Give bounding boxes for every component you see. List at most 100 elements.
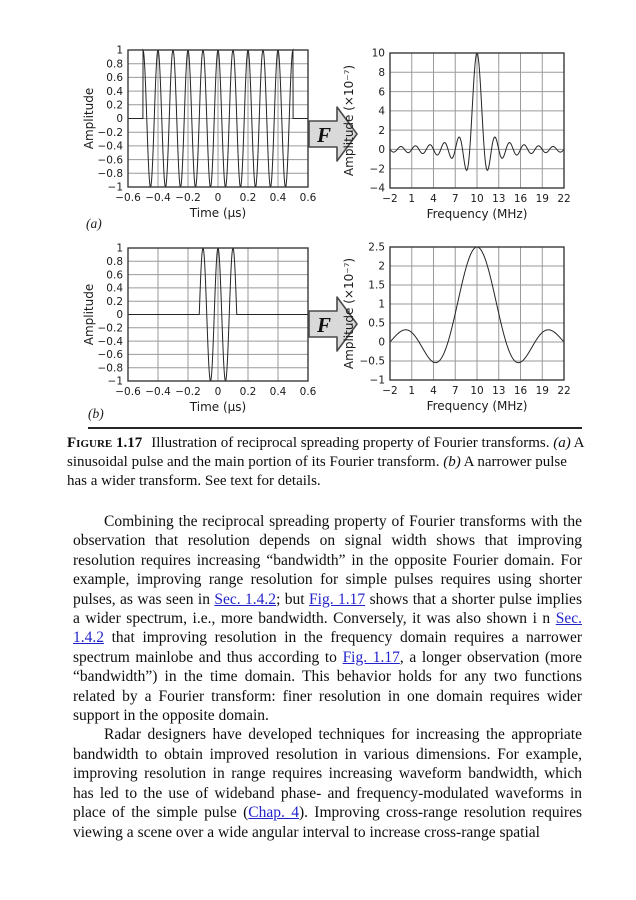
y-tick-label: 2 [378, 261, 385, 273]
y-tick-label: 1 [116, 243, 123, 255]
x-tick-label: 22 [557, 193, 570, 205]
y-tick-label: 1.5 [368, 280, 385, 292]
x-tick-label: 0.6 [300, 386, 317, 398]
caption-panel-ref: (a) [553, 435, 571, 451]
y-tick-label: 0.8 [106, 58, 123, 70]
y-tick-label: 0.4 [106, 283, 123, 295]
x-axis-label: Frequency (MHz) [427, 207, 528, 221]
y-tick-label: 2 [378, 125, 385, 137]
y-axis-label: Amplitude (×10⁻⁷) [342, 65, 356, 176]
link-sec-1-4-2[interactable]: Sec. 1.4.2 [73, 610, 582, 647]
y-tick-label: 0 [378, 337, 385, 349]
x-tick-label: 10 [470, 385, 483, 397]
body-text-segment: Combining the reciprocal spreading prope… [73, 513, 582, 608]
caption-text-segment: A sinusoidal pulse and the main portion … [67, 435, 584, 470]
link-fig-1-17[interactable]: Fig. 1.17 [309, 590, 366, 608]
x-axis-label: Time (μs) [189, 206, 246, 220]
y-tick-label: −4 [370, 183, 386, 195]
plot-border [389, 246, 565, 381]
x-tick-label: 0 [215, 386, 222, 398]
x-tick-label: 16 [514, 385, 528, 397]
link-sec-1-4-2[interactable]: Sec. 1.4.2 [214, 590, 277, 608]
y-tick-label: 6 [378, 86, 385, 98]
fourier-operator-label: F [316, 123, 331, 147]
x-tick-label: −2 [382, 385, 397, 397]
y-tick-label: 0.2 [106, 296, 123, 308]
y-tick-label: 0.4 [106, 86, 123, 98]
y-tick-label: 0 [116, 309, 123, 321]
body-text-segment: Radar designers have developed technique… [73, 726, 582, 822]
x-tick-label: 4 [430, 193, 437, 205]
caption-text-segment: A narrower pulse has a wider transform. … [67, 454, 567, 489]
chart-b-time-domain: −0.6 −0.4 −0.2 0 0.2 0.4 0.610.80.60.40.20−0.2… [82, 243, 317, 414]
y-tick-label: 1 [378, 299, 385, 311]
x-tick-label: −0.6 [115, 192, 141, 204]
x-tick-label: 19 [536, 193, 549, 205]
fourier-operator-label: F [316, 313, 331, 337]
block-arrow-icon [308, 106, 358, 162]
x-axis-label: Time (μs) [189, 400, 246, 414]
y-tick-label: −0.2 [98, 127, 124, 139]
x-tick-label: 0.4 [270, 386, 287, 398]
plot-border [127, 247, 309, 382]
x-tick-label: 0 [215, 192, 222, 204]
body-text-segment: ; but [276, 590, 310, 608]
y-tick-label: 0 [116, 113, 123, 125]
fourier-transform-arrow-b: F [308, 296, 358, 352]
y-tick-label: 1 [116, 45, 123, 57]
x-tick-label: 16 [514, 193, 528, 205]
x-tick-label: 1 [408, 193, 415, 205]
x-tick-label: −0.2 [175, 386, 201, 398]
y-tick-label: 2.5 [368, 242, 385, 254]
body-text-segment: that improving resolution in the frequen… [73, 629, 582, 666]
x-tick-label: 13 [492, 193, 505, 205]
body-text: Combining the reciprocal spreading prope… [73, 512, 582, 842]
body-text-segment: shows that a shorter pulse implies a wid… [73, 590, 582, 628]
y-tick-label: −0.4 [98, 336, 124, 348]
x-axis-label: Frequency (MHz) [427, 399, 528, 413]
x-tick-label: 22 [557, 385, 570, 397]
y-tick-label: 0.6 [106, 269, 123, 281]
chart-a-time-domain: −0.6 −0.4 −0.2 0 0.2 0.4 0.610.80.60.40.20−0.2… [82, 45, 317, 220]
x-tick-label: 1 [408, 385, 415, 397]
body-text-segment: ). Improving cross-range resolution requ… [73, 804, 583, 841]
y-axis-label: Amplitude [82, 284, 96, 346]
y-tick-label: −0.5 [360, 356, 386, 368]
caption-text-segment: Illustration of reciprocal spreading pro… [151, 435, 554, 451]
x-tick-label: −2 [382, 193, 397, 205]
y-tick-label: −1 [370, 375, 385, 387]
x-tick-label: 0.4 [270, 192, 287, 204]
x-tick-label: −0.6 [115, 386, 141, 398]
y-tick-label: −2 [370, 163, 385, 175]
body-paragraph: Radar designers have developed technique… [73, 725, 582, 841]
x-tick-label: 7 [452, 385, 459, 397]
plot-border [127, 49, 309, 188]
y-tick-label: 0.5 [368, 318, 385, 330]
link-chap-4[interactable]: Chap. 4 [248, 804, 299, 822]
y-tick-label: 0 [378, 144, 385, 156]
y-tick-label: −1 [108, 376, 123, 388]
x-tick-label: 7 [452, 193, 459, 205]
caption-divider-rule [88, 427, 582, 430]
figure-caption: Figure 1.17 Illustration of reciprocal sp… [67, 434, 584, 491]
y-tick-label: −0.6 [98, 349, 124, 361]
figure-caption-text: Illustration of reciprocal spreading pro… [67, 435, 584, 489]
y-tick-label: 8 [378, 67, 385, 79]
y-tick-label: 0.6 [106, 72, 123, 84]
panel-a-label: (a) [86, 216, 102, 231]
x-tick-label: −0.4 [145, 386, 171, 398]
x-tick-label: 0.6 [300, 192, 317, 204]
x-tick-label: 13 [492, 385, 505, 397]
y-tick-label: −1 [108, 182, 123, 194]
y-tick-label: −0.8 [98, 362, 124, 374]
y-tick-label: −0.6 [98, 154, 124, 166]
x-tick-label: 0.2 [240, 386, 257, 398]
x-tick-label: 10 [470, 193, 483, 205]
y-axis-label: Amplitude [82, 88, 96, 150]
link-fig-1-17[interactable]: Fig. 1.17 [342, 648, 400, 666]
chart-b-frequency-domain: −2 1 4 7 10 13 16 19 22 2.5 2 1.5 1 0.5 0 −0.5 −1 Frequen… [342, 242, 571, 413]
figure-1-17-graphic: −0.6 −0.4 −0.2 0 0.2 0.4 0.6 1 0.8 0.6 0.4 0.2 0 −0.2… [0, 0, 636, 432]
y-axis-label: Amplitude (×10⁻⁷) [342, 258, 356, 369]
